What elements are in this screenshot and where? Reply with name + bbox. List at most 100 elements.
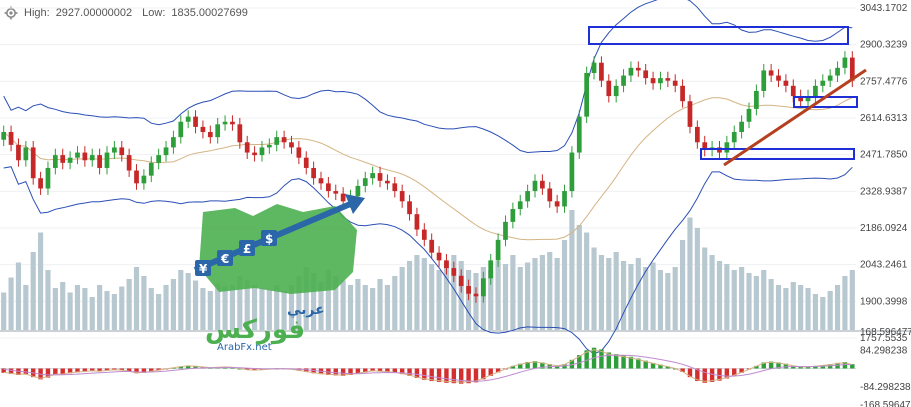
candle-body xyxy=(517,201,523,210)
macd-histogram-bar xyxy=(348,368,353,375)
volume-bar xyxy=(89,297,95,330)
macd-histogram-bar xyxy=(75,368,80,373)
volume-bar xyxy=(215,283,221,330)
macd-histogram-bar xyxy=(540,362,545,369)
candle-body xyxy=(326,183,331,192)
volume-bar xyxy=(443,261,450,330)
volume-bar xyxy=(525,262,531,330)
candle-body xyxy=(569,152,575,192)
candle-body xyxy=(650,78,656,84)
macd-histogram-bar xyxy=(377,368,383,372)
macd-histogram-bar xyxy=(370,368,375,372)
candle-body xyxy=(628,67,634,76)
macd-histogram-bar xyxy=(178,366,184,369)
macd-histogram-bar xyxy=(82,368,88,372)
macd-histogram-bar xyxy=(658,364,663,369)
candle-body xyxy=(503,221,508,240)
macd-histogram-bar xyxy=(510,365,516,369)
volume-bar xyxy=(377,279,383,330)
candle-body xyxy=(488,260,494,279)
volume-bar xyxy=(370,288,376,330)
macd-histogram-bar xyxy=(569,359,575,369)
candle-body xyxy=(1,132,7,140)
macd-histogram-bar xyxy=(532,361,538,369)
candle-body xyxy=(473,293,479,297)
macd-histogram-bar xyxy=(45,368,51,378)
candle-body xyxy=(495,239,501,261)
candle-body xyxy=(289,142,294,148)
candle-body xyxy=(377,173,383,181)
macd-histogram-bar xyxy=(805,366,811,369)
volume-bar xyxy=(318,282,324,330)
chart-header: High: 2927.00000002 Low: 1835.00027699 xyxy=(4,6,248,20)
candle-body xyxy=(281,137,287,143)
candle-body xyxy=(148,162,154,176)
candle-body xyxy=(67,157,73,163)
candle-body xyxy=(842,57,848,68)
settings-gear-icon[interactable] xyxy=(4,6,18,20)
macd-histogram-bar xyxy=(134,368,139,374)
macd-histogram-bar xyxy=(60,368,65,375)
volume-bar xyxy=(584,232,590,330)
candle-body xyxy=(16,144,21,161)
volume-bar xyxy=(761,270,767,330)
macd-histogram-bar xyxy=(798,366,803,369)
candle-body xyxy=(171,137,176,148)
macd-histogram-bar xyxy=(444,368,449,383)
volume-bar xyxy=(229,285,236,330)
macd-histogram-bar xyxy=(518,363,523,369)
logo-currency-tile xyxy=(217,250,233,266)
volume-bar xyxy=(362,285,368,330)
volume-bar xyxy=(23,285,29,330)
volume-bar xyxy=(547,252,553,330)
candle-body xyxy=(259,147,265,156)
candle-body xyxy=(266,144,272,148)
candle-body xyxy=(119,147,125,156)
candle-body xyxy=(621,75,626,86)
candle-body xyxy=(694,126,700,143)
candle-body xyxy=(444,260,449,269)
indicator-tick-label: -168.59647 xyxy=(860,400,911,407)
macd-histogram-bar xyxy=(717,368,722,381)
volume-bar xyxy=(414,255,420,330)
volume-bar xyxy=(458,261,464,330)
candle-body xyxy=(30,147,36,179)
macd-histogram-bar xyxy=(385,368,390,372)
candle-body xyxy=(458,275,464,287)
macd-histogram-bar xyxy=(665,366,671,369)
indicator-tick-label: 168.596477 xyxy=(860,327,911,338)
macd-histogram-bar xyxy=(429,368,434,382)
candle-body xyxy=(355,185,361,197)
indicator-tick-label: -84.298238 xyxy=(860,382,911,393)
macd-histogram-bar xyxy=(525,362,530,369)
volume-bar xyxy=(244,280,250,330)
candle-body xyxy=(414,214,420,230)
macd-histogram-bar xyxy=(90,368,95,372)
macd-histogram-bar xyxy=(185,365,191,369)
candle-body xyxy=(60,155,66,163)
macd-histogram-bar xyxy=(732,368,737,376)
price-tick-label: 2043.2461 xyxy=(860,260,908,271)
volume-bar xyxy=(384,285,390,330)
volume-bar xyxy=(517,267,523,330)
volume-bar xyxy=(849,270,855,330)
volume-bar xyxy=(52,288,58,330)
macd-histogram-bar xyxy=(451,368,457,384)
macd-histogram-bar xyxy=(407,368,412,376)
macd-histogram-bar xyxy=(621,355,626,369)
macd-histogram-bar xyxy=(768,361,774,369)
candle-body xyxy=(407,201,412,215)
macd-histogram-bar xyxy=(739,368,744,373)
macd-histogram-bar xyxy=(112,368,117,370)
macd-histogram-bar xyxy=(363,368,368,373)
volume-bars xyxy=(1,210,855,330)
volume-bar xyxy=(739,267,745,330)
candle-body xyxy=(480,278,486,297)
candle-body xyxy=(82,152,88,161)
macd-histogram-bar xyxy=(554,365,560,369)
volume-bar xyxy=(274,285,280,330)
volume-bar xyxy=(421,258,427,330)
volume-bar xyxy=(576,225,582,330)
